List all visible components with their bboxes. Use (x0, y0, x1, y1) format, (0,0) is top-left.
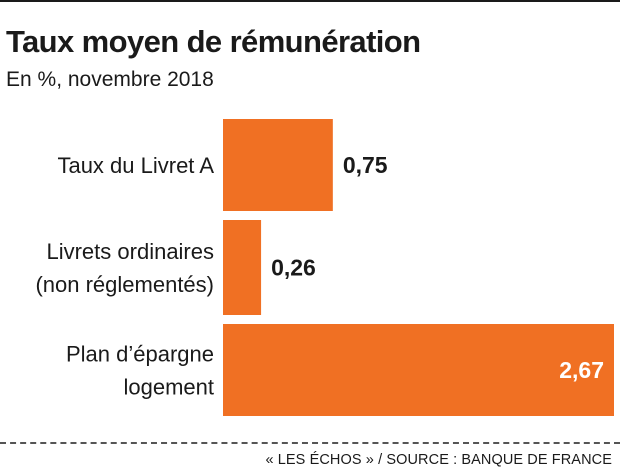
bar-2 (223, 220, 262, 315)
category-label-2-line-2: (non réglementés) (35, 272, 214, 297)
top-rule (0, 0, 620, 2)
category-label-1: Taux du Livret A (57, 153, 214, 178)
value-label-3: 2,67 (559, 357, 604, 383)
source-credit: « LES ÉCHOS » / SOURCE : BANQUE DE FRANC… (265, 452, 612, 468)
value-label-1: 0,75 (343, 152, 388, 178)
category-label-2-line-1: Livrets ordinaires (46, 239, 214, 264)
value-label-2: 0,26 (271, 255, 316, 281)
category-label-3-line-1: Plan d’épargne (66, 342, 214, 367)
category-label-3-line-2: logement (123, 375, 214, 400)
bar-1 (223, 119, 333, 211)
footer-divider (0, 442, 620, 444)
chart-subtitle: En %, novembre 2018 (6, 68, 214, 91)
bar-3 (223, 324, 614, 416)
chart-title: Taux moyen de rémunération (6, 24, 421, 59)
